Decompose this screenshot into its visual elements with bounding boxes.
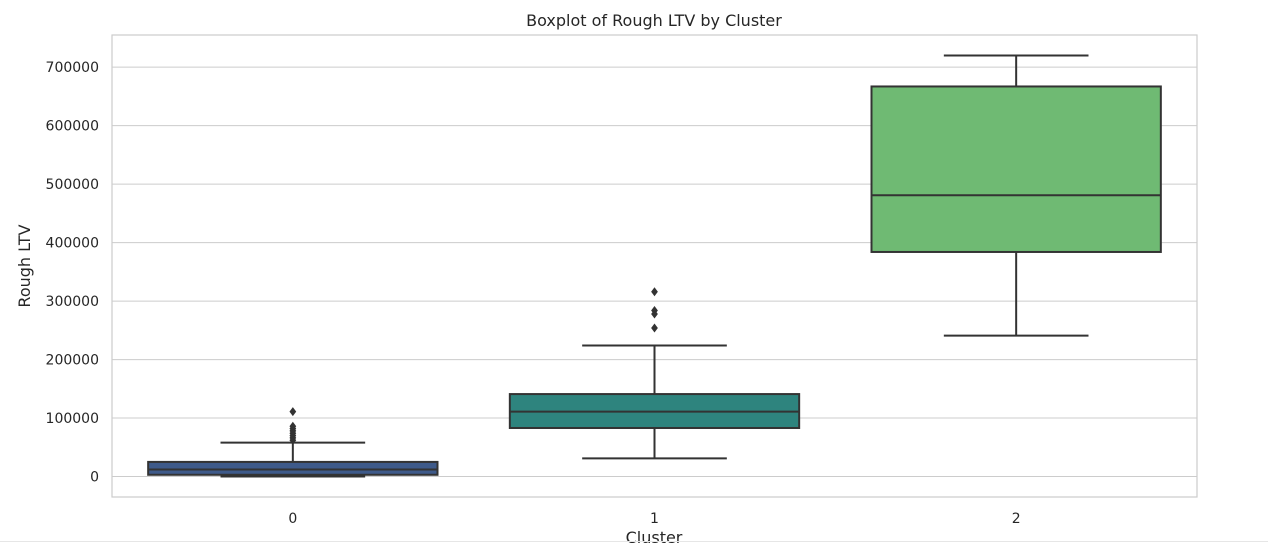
y-tick-label-300000: 300000 <box>46 294 99 310</box>
outlier-1-2 <box>651 305 658 315</box>
y-tick-labels: 0 100000 200000 300000 400000 500000 600000 700… <box>46 60 99 485</box>
x-axis-label: Cluster <box>626 528 683 545</box>
chart-title: Boxplot of Rough LTV by Cluster <box>526 11 782 30</box>
outlier-0-7 <box>289 407 297 417</box>
y-tick-label-600000: 600000 <box>46 119 99 135</box>
box-group <box>147 54 1162 478</box>
page-divider <box>0 541 1268 542</box>
box-0 <box>147 460 439 476</box>
x-tick-label-1: 1 <box>650 511 659 527</box>
y-tick-label-200000: 200000 <box>46 353 99 369</box>
y-tick-label-500000: 500000 <box>46 177 99 193</box>
y-axis-label: Rough LTV <box>15 224 34 307</box>
plot-frame <box>111 34 1198 498</box>
x-tick-labels: 0 1 2 <box>288 511 1020 527</box>
y-tick-label-0: 0 <box>90 470 99 486</box>
x-tick-label-2: 2 <box>1012 511 1021 527</box>
x-tick-label-0: 0 <box>288 511 297 527</box>
outlier-1-0 <box>651 323 658 333</box>
y-tick-label-100000: 100000 <box>46 411 99 427</box>
y-tick-label-700000: 700000 <box>46 60 99 76</box>
outlier-1-3 <box>651 287 658 297</box>
box-2 <box>870 85 1162 253</box>
outlier-0-6 <box>289 421 297 431</box>
y-tick-label-400000: 400000 <box>46 236 99 252</box>
